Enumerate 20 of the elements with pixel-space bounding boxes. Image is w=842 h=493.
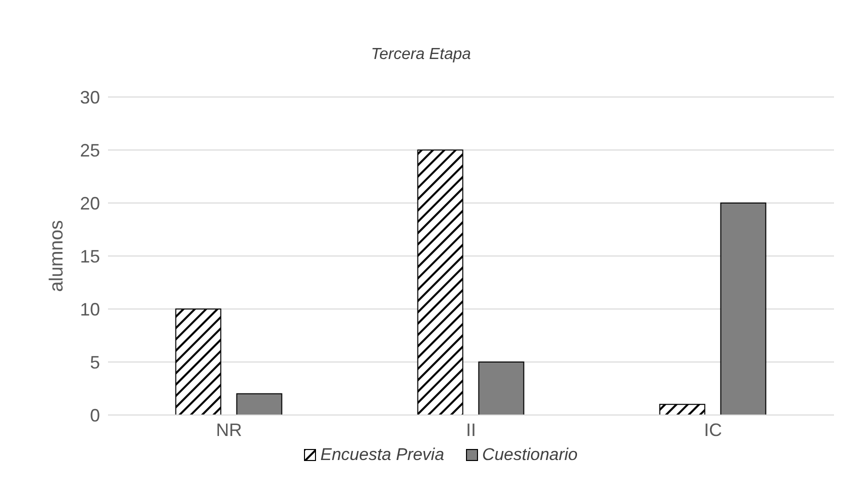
y-tick-label: 20 [80, 193, 100, 214]
y-tick-label: 5 [90, 352, 100, 372]
y-tick-label: 0 [90, 405, 100, 426]
chart-title: Tercera Etapa [370, 46, 472, 64]
x-tick-label: II [466, 420, 476, 440]
y-tick-label: 30 [80, 87, 100, 108]
legend-label: Encuesta Previa [319, 445, 444, 465]
bar [720, 202, 766, 415]
bar [175, 308, 222, 415]
y-axis-title: alumnos [46, 220, 68, 292]
legend-label: Cuestionario [481, 445, 578, 465]
y-tick-label: 10 [80, 299, 100, 320]
y-tick-label: 25 [80, 140, 100, 160]
bar [478, 362, 524, 415]
bar [236, 393, 282, 415]
y-tick-label: 15 [80, 246, 100, 266]
bar [417, 150, 464, 415]
bar [659, 404, 706, 415]
x-tick-label: NR [216, 420, 242, 440]
x-tick-label: IC [704, 420, 722, 440]
